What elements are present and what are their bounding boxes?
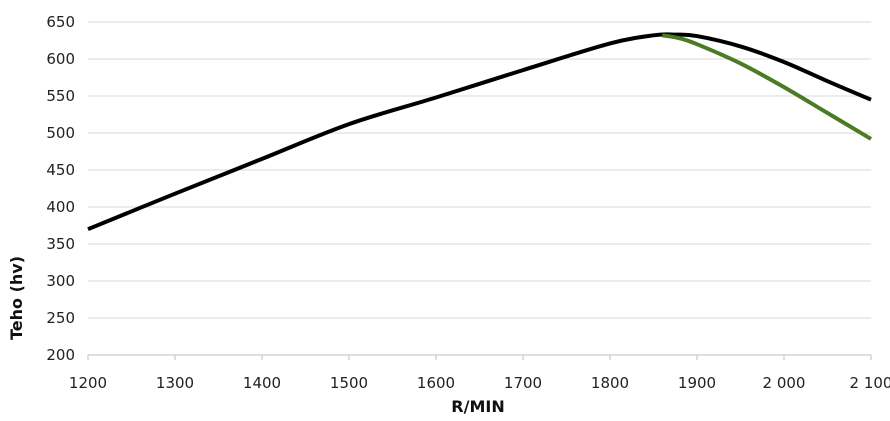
- x-tick-label: 1300: [156, 374, 194, 392]
- x-tick-label: 1200: [69, 374, 107, 392]
- series-line-black: [87, 32, 872, 232]
- x-tick-label: 2 100: [850, 374, 890, 392]
- y-tick-label: 350: [46, 235, 75, 253]
- x-tick-label: 1700: [504, 374, 542, 392]
- gridlines: [88, 21, 871, 319]
- x-tick-label: 1800: [591, 374, 629, 392]
- y-tick-label: 500: [46, 124, 75, 142]
- series-line-green: [661, 33, 873, 141]
- y-tick-label: 550: [46, 87, 75, 105]
- x-tick-label: 1900: [678, 374, 716, 392]
- y-tick-label: 450: [46, 161, 75, 179]
- y-tick-label: 650: [46, 13, 75, 31]
- x-tick-label: 2 000: [763, 374, 806, 392]
- x-axis-title: R/MIN: [451, 397, 504, 416]
- y-tick-label: 300: [46, 272, 75, 290]
- y-tick-label: 400: [46, 198, 75, 216]
- x-tick-label: 1600: [417, 374, 455, 392]
- x-tick-label: 1400: [243, 374, 281, 392]
- y-tick-label: 200: [46, 346, 75, 364]
- y-tick-label: 250: [46, 309, 75, 327]
- y-tick-labels: 200 250 300 350 400 450 500 550 600 650: [46, 13, 75, 364]
- y-tick-label: 600: [46, 50, 75, 68]
- x-tick-labels: 1200 1300 1400 1500 1600 1700 1800 1900 2 000 2 1…: [69, 355, 890, 392]
- x-tick-label: 1500: [330, 374, 368, 392]
- y-axis-title: Teho (hv): [7, 256, 26, 340]
- series-lines: [87, 32, 873, 232]
